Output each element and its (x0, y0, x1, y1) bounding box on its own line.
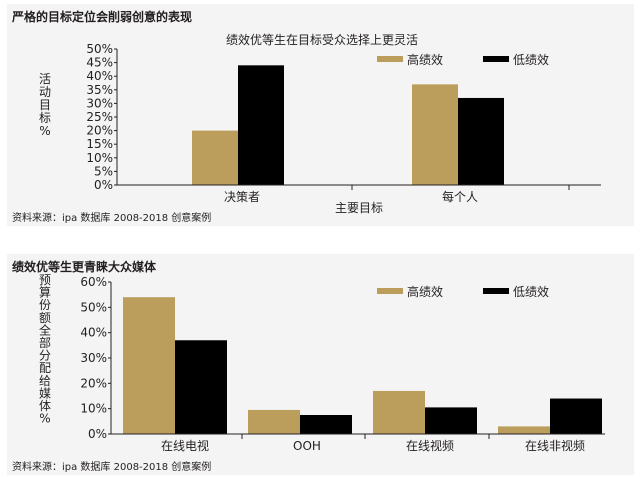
bar-high-2 (412, 84, 458, 185)
y-tick-label: 30% (80, 351, 107, 365)
bar-low-1 (175, 340, 227, 434)
x-tick-label: 在线电视 (161, 438, 209, 453)
bar-low-4 (550, 398, 602, 434)
bar-high-1 (192, 130, 238, 185)
x-tick-label: 决策者 (224, 190, 260, 204)
y-tick-label: 30% (86, 96, 113, 110)
bar-high-3 (373, 390, 425, 434)
y-tick-label: 40% (86, 69, 113, 83)
y-tick-label: 0% (88, 427, 107, 441)
legend-swatch-high (377, 56, 403, 62)
legend-label: 低绩效 (513, 52, 549, 67)
y-tick-label: 5% (94, 164, 113, 178)
y-tick-label: 50% (86, 42, 113, 56)
y-tick-label: 15% (86, 137, 113, 151)
y-tick-label: 0% (94, 178, 113, 192)
legend-swatch-low (483, 288, 509, 294)
y-tick-label: 20% (80, 376, 107, 390)
bar-low-1 (238, 65, 284, 185)
x-tick-label: 在线非视频 (525, 438, 585, 453)
legend-label: 高绩效 (407, 52, 443, 67)
y-axis-label: 预算份额全部分配给媒体% (39, 273, 51, 426)
y-axis-label: 活动目标% (39, 72, 51, 138)
x-tick-label: 每个人 (442, 189, 478, 204)
bar-chart-media: 预算份额全部分配给媒体% 0% 10% 20% 30% 40% 50% 60% 在线电视 OOH 在… (39, 273, 605, 453)
y-tick-label: 25% (86, 110, 113, 124)
y-tick-label: 40% (80, 326, 107, 340)
panel-title: 绩效优等生更青睐大众媒体 (12, 260, 157, 274)
legend-swatch-high (377, 288, 403, 294)
y-tick-label: 20% (86, 124, 113, 138)
source-note: 资料来源：ipa 数据库 2008-2018 创意案例 (12, 462, 212, 473)
y-tick-label: 45% (86, 56, 113, 70)
bar-low-2 (458, 97, 504, 185)
y-tick-label: 60% (80, 275, 107, 289)
x-axis-label: 主要目标 (335, 201, 383, 215)
legend-label: 高绩效 (407, 284, 443, 299)
bar-low-3 (425, 407, 477, 434)
y-tick-label: 35% (86, 83, 113, 97)
chart-title: 绩效优等生在目标受众选择上更灵活 (226, 32, 418, 47)
bar-high-4 (498, 426, 550, 434)
y-tick-label: 50% (80, 300, 107, 314)
source-note: 资料来源：ipa 数据库 2008-2018 创意案例 (12, 213, 212, 224)
y-tick-label: 10% (80, 402, 107, 416)
chart-panel-targeting: 严格的目标定位会削弱创意的表现 绩效优等生在目标受众选择上更灵活 活动目标% 0% 5… (7, 4, 634, 226)
x-tick-label: OOH (293, 439, 321, 453)
x-tick-label: 在线视频 (406, 438, 454, 453)
panel-title: 严格的目标定位会削弱创意的表现 (12, 10, 193, 24)
bar-high-2 (248, 409, 300, 434)
bar-high-1 (123, 297, 175, 434)
y-tick-label: 10% (86, 151, 113, 165)
legend-label: 低绩效 (513, 284, 549, 299)
bar-low-2 (300, 415, 352, 434)
legend-swatch-low (483, 56, 509, 62)
chart-panel-media: 绩效优等生更青睐大众媒体 预算份额全部分配给媒体% 0% 10% 20% 30% 40% 5… (7, 254, 634, 475)
